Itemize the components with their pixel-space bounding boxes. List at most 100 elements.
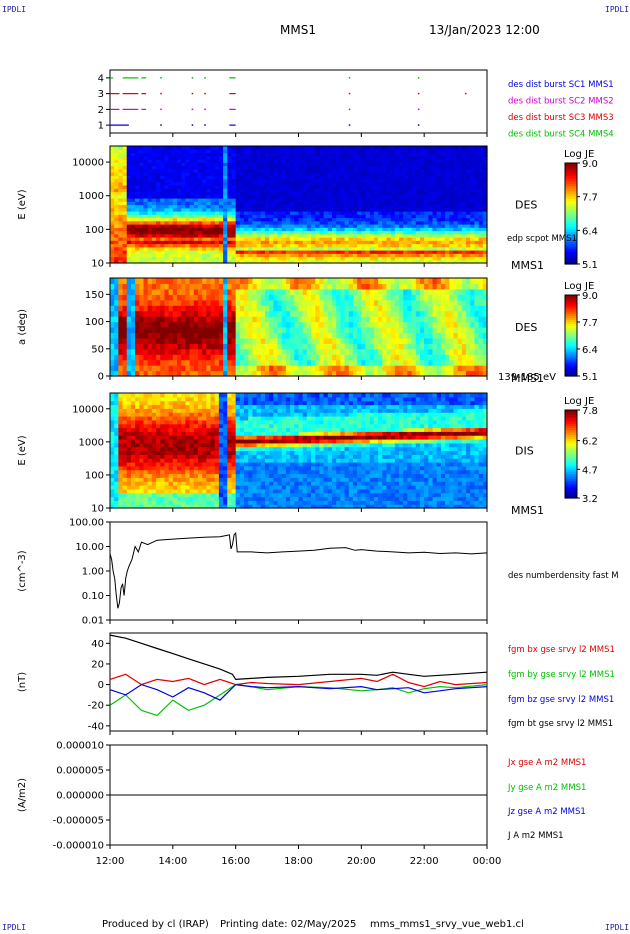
des_pitch-cell — [227, 305, 233, 312]
des_energy-cell — [210, 246, 216, 251]
des_energy-cell — [235, 162, 241, 167]
des_energy-cell — [440, 240, 446, 245]
des_energy-cell — [269, 175, 274, 180]
des_energy-cell — [185, 194, 191, 199]
des_pitch-cell — [185, 370, 191, 377]
des_energy-cell — [386, 181, 392, 186]
des_pitch-cell — [193, 321, 199, 328]
des_pitch-cell — [273, 359, 279, 366]
des_energy-cell — [344, 175, 350, 180]
des_energy-cell — [457, 149, 463, 154]
des_pitch-cell — [344, 327, 350, 334]
des_energy-cell — [248, 227, 254, 232]
des_energy-cell — [151, 256, 157, 261]
des_pitch-cell — [424, 305, 429, 312]
des_energy-cell — [114, 256, 119, 261]
des_energy-cell — [453, 230, 459, 235]
des_pitch-cell — [336, 359, 341, 366]
des_pitch-cell — [411, 321, 417, 328]
des_energy-cell — [160, 246, 166, 251]
des_pitch-cell — [369, 354, 375, 361]
des_energy-cell — [419, 175, 425, 180]
des_pitch-cell — [340, 343, 346, 350]
des_pitch-cell — [218, 365, 224, 372]
des_energy-cell — [118, 250, 124, 254]
des_pitch-cell — [156, 365, 161, 372]
des_energy-cell — [285, 250, 291, 254]
des_energy-cell — [474, 211, 480, 215]
des_pitch-cell — [160, 354, 166, 361]
des_pitch-cell — [440, 348, 446, 355]
des_energy-cell — [264, 227, 270, 232]
des_energy-cell — [432, 207, 438, 212]
des_energy-cell — [210, 217, 216, 222]
des_pitch-cell — [181, 332, 186, 339]
des_pitch-cell — [457, 299, 463, 306]
des_energy-cell — [482, 178, 488, 183]
des_pitch-cell — [122, 316, 128, 323]
des_energy-cell — [231, 227, 237, 232]
des_energy-cell — [403, 204, 409, 209]
des_pitch-cell — [277, 299, 283, 306]
des_pitch-cell — [474, 288, 480, 295]
des_pitch-cell — [227, 348, 233, 355]
des_energy-cell — [357, 149, 362, 154]
des_energy-cell — [160, 256, 166, 261]
des_pitch-cell — [457, 343, 463, 350]
des_pitch-cell — [206, 288, 212, 295]
des_energy-cell — [147, 256, 153, 261]
des_pitch-cell — [269, 294, 274, 301]
des_energy-cell — [130, 175, 136, 180]
des_energy-cell — [415, 237, 421, 241]
des_energy-cell — [227, 155, 233, 160]
des_energy-cell — [214, 149, 220, 154]
des_pitch-cell — [143, 278, 149, 285]
des_pitch-cell — [294, 321, 300, 328]
des_pitch-cell — [239, 365, 245, 372]
des_energy-cell — [382, 149, 388, 154]
des_energy-cell — [114, 237, 119, 241]
burst-ytick-label: 1 — [98, 121, 104, 132]
des_pitch-cell — [357, 337, 362, 344]
des_energy-cell — [210, 233, 216, 238]
des_pitch-cell — [323, 288, 329, 295]
des_energy-cell — [156, 253, 161, 258]
des_energy-cell — [432, 224, 438, 228]
des_energy-cell — [336, 162, 341, 167]
des_energy-cell — [424, 211, 429, 215]
des_energy-cell — [311, 175, 316, 180]
des_energy-cell — [239, 178, 245, 183]
des_energy-cell — [327, 152, 333, 157]
des_pitch-cell — [336, 278, 341, 285]
des_energy-cell — [252, 188, 258, 193]
des_pitch-cell — [172, 294, 178, 301]
des_pitch-cell — [306, 337, 312, 344]
des_pitch-cell — [197, 365, 203, 372]
des_energy-cell — [269, 246, 274, 251]
des_energy-cell — [248, 201, 254, 206]
des_energy-cell — [181, 207, 186, 212]
des_energy-cell — [189, 214, 195, 219]
des_energy-cell — [147, 204, 153, 209]
des_pitch-cell — [118, 294, 124, 301]
des_energy-cell — [315, 149, 321, 154]
des_energy-cell — [369, 233, 375, 238]
des_energy-cell — [432, 243, 438, 248]
des_pitch-cell — [264, 365, 270, 372]
des_energy-cell — [323, 230, 329, 235]
des_energy-cell — [110, 207, 115, 212]
des_energy-cell — [143, 159, 149, 163]
des_energy-cell — [428, 250, 434, 254]
des_pitch-cell — [189, 305, 195, 312]
des_energy-cell — [436, 172, 442, 176]
des_pitch-cell — [382, 278, 388, 285]
des_energy-cell — [239, 198, 245, 202]
des_pitch-cell — [424, 359, 429, 366]
des_energy-cell — [126, 188, 132, 193]
des_pitch-cell — [432, 337, 438, 344]
des_pitch-cell — [197, 348, 203, 355]
des_energy-cell — [231, 178, 237, 183]
des_pitch-cell — [332, 343, 337, 350]
des_energy-cell — [365, 162, 371, 167]
des_energy-cell — [445, 237, 450, 241]
